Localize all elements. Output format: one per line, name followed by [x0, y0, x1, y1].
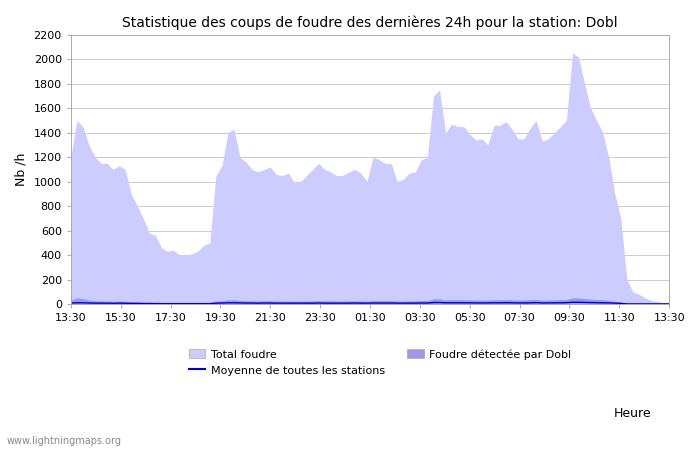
- Text: Heure: Heure: [613, 407, 651, 420]
- Y-axis label: Nb /h: Nb /h: [15, 153, 28, 186]
- Title: Statistique des coups de foudre des dernières 24h pour la station: Dobl: Statistique des coups de foudre des dern…: [122, 15, 618, 30]
- Legend: Total foudre, Moyenne de toutes les stations, Foudre détectée par Dobl: Total foudre, Moyenne de toutes les stat…: [184, 345, 576, 380]
- Text: www.lightningmaps.org: www.lightningmaps.org: [7, 436, 122, 446]
